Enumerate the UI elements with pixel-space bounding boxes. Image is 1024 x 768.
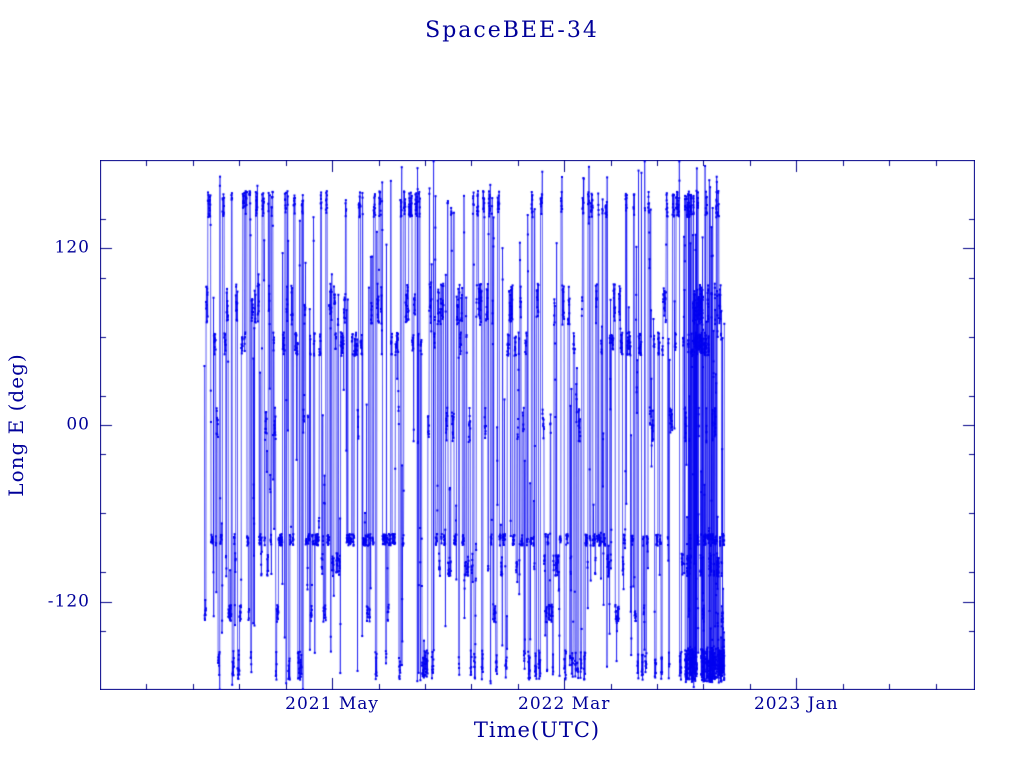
x-tick-label-2023-jan: 2023 Jan — [753, 694, 839, 714]
x-tick-label-2021-may: 2021 May — [285, 694, 380, 714]
chart-title: SpaceBEE-34 — [425, 18, 599, 43]
x-axis-label: Time(UTC) — [473, 718, 601, 742]
y-tick-label-00: 00 — [66, 414, 90, 435]
x-tick-label-2022-mar: 2022 Mar — [518, 694, 611, 714]
y-tick-label-120: 120 — [54, 237, 90, 258]
plot-canvas — [100, 160, 975, 690]
y-tick-label-neg120: -120 — [47, 591, 90, 612]
